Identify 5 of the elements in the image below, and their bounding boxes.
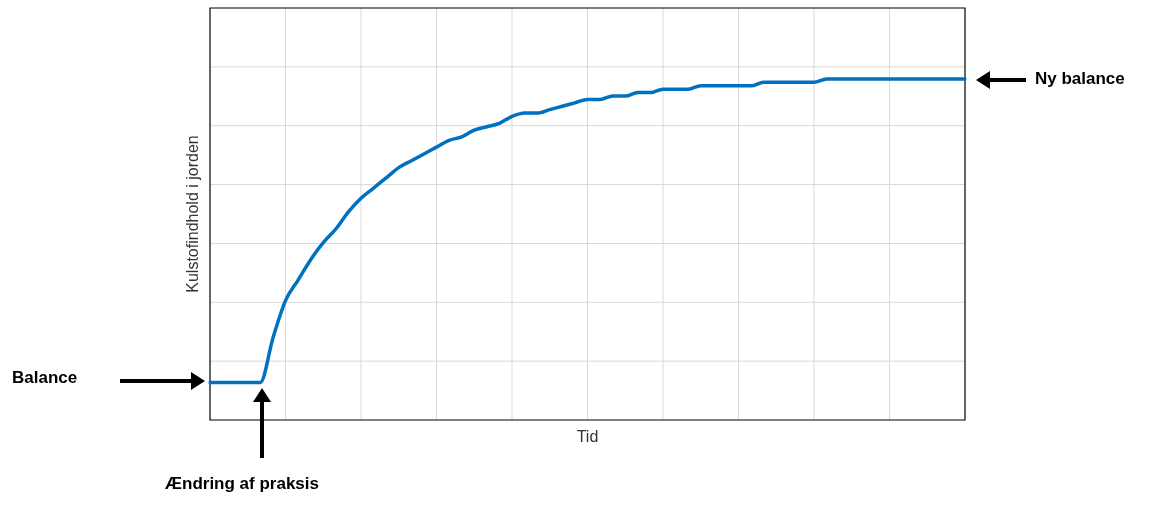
text: Balance [12,368,78,388]
x-axis-title: Tid [576,428,599,446]
y-axis-title: Kulstofindhold i jorden [184,135,202,293]
text: Ny balance [1035,69,1125,89]
text: Ændring af praksis [165,474,319,494]
